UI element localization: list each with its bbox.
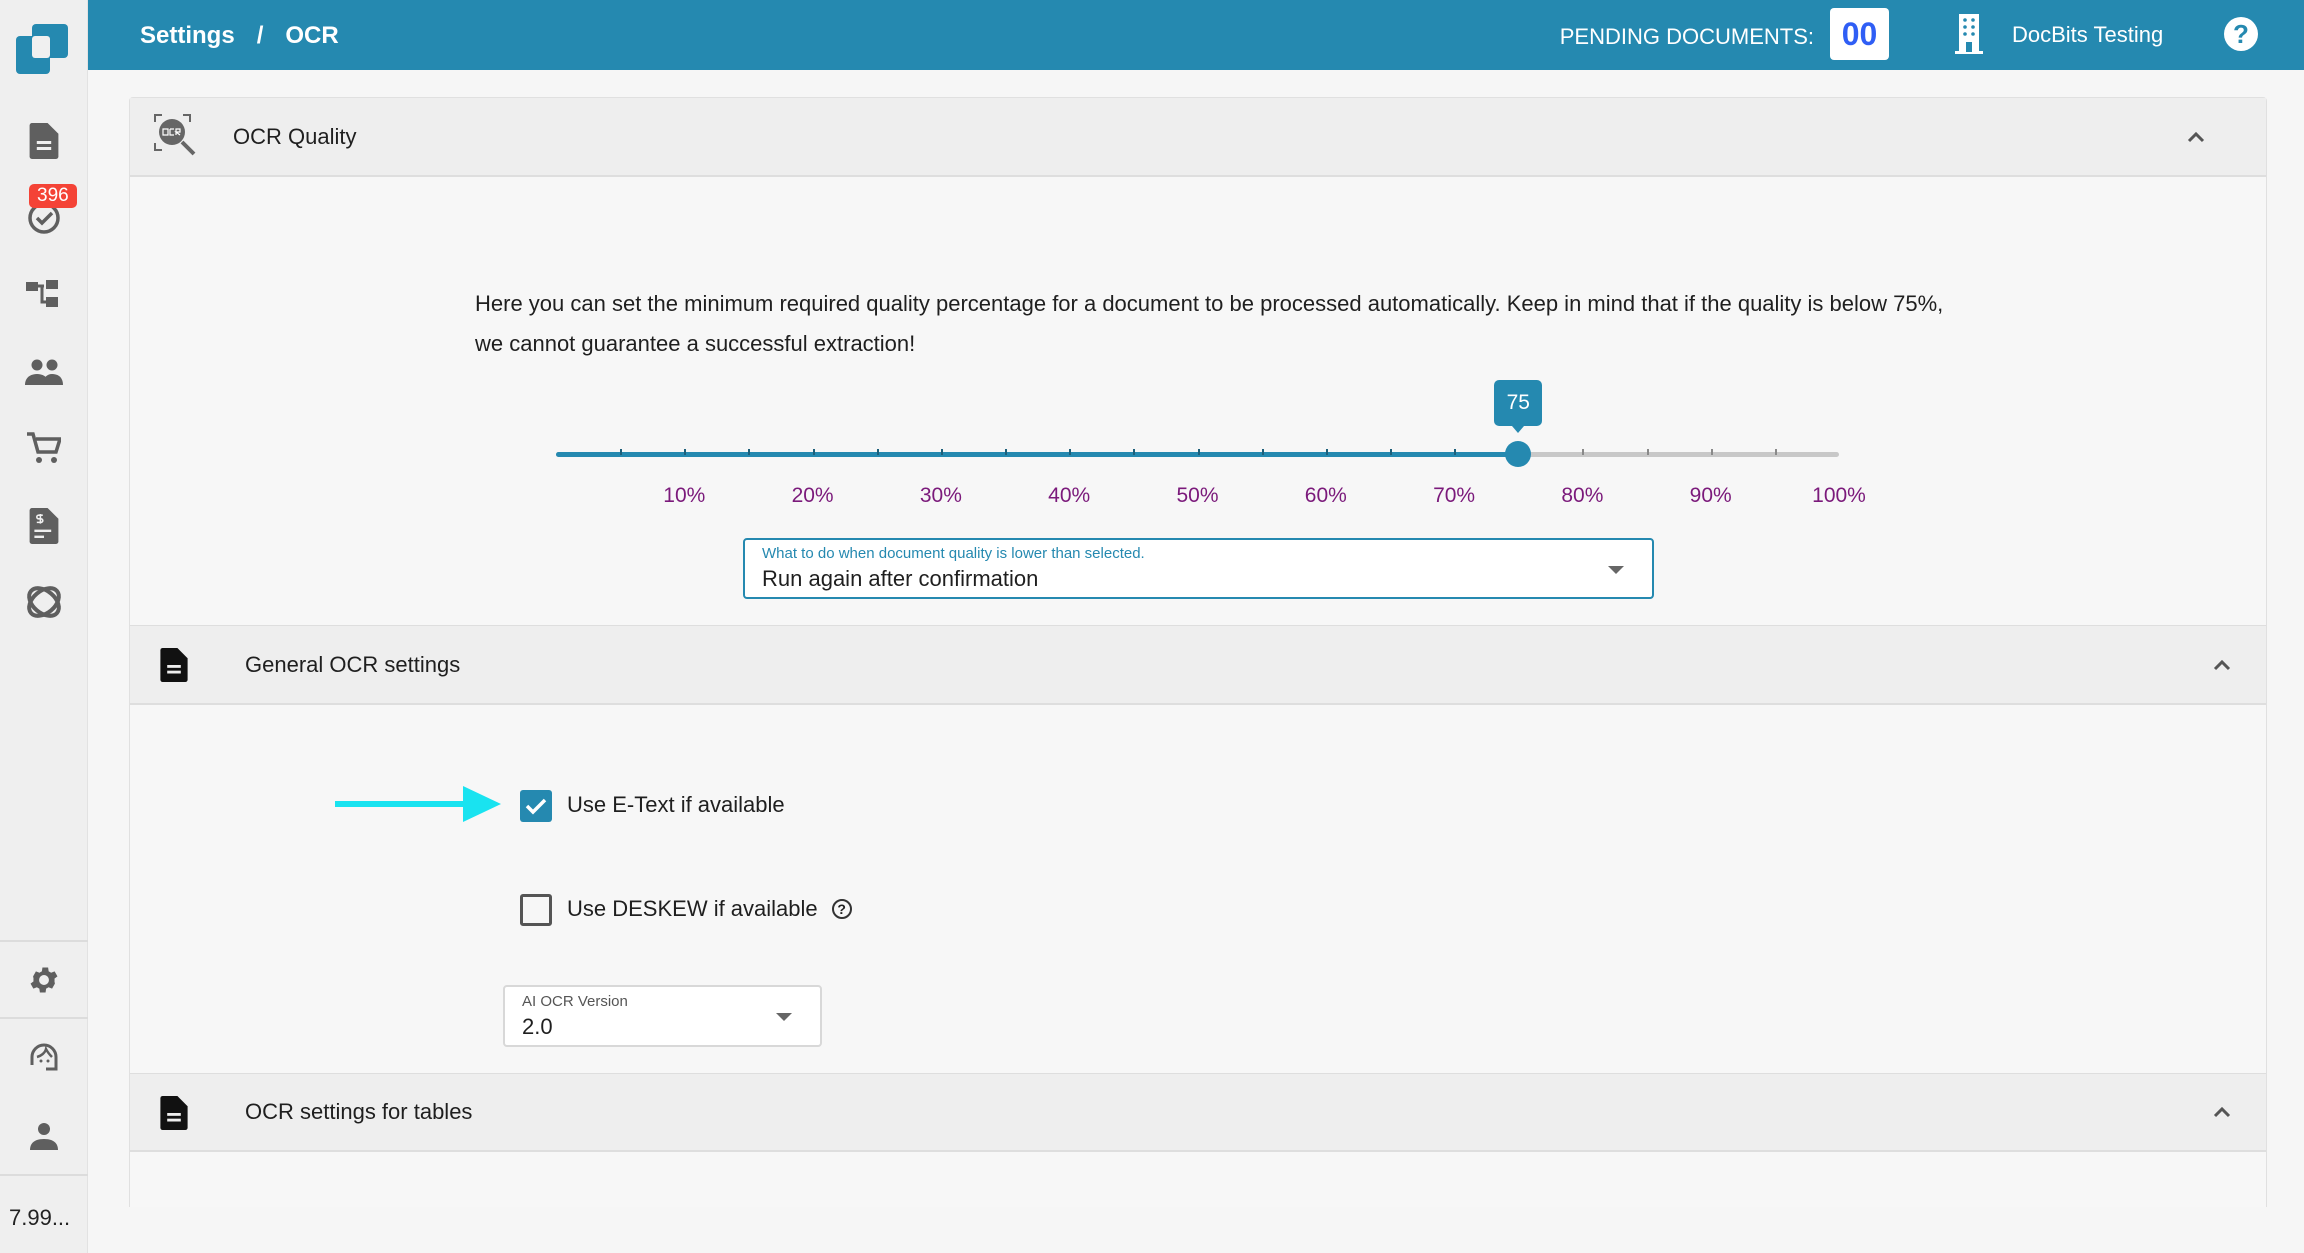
deskew-help-icon[interactable]: ? <box>831 899 852 919</box>
slider-fill <box>556 452 1519 457</box>
slider-tick <box>1005 449 1008 455</box>
slider-tick <box>940 449 943 455</box>
slider-tick <box>1069 449 1072 455</box>
slider-tick <box>1582 449 1585 455</box>
sidebar: 396 7.99... <box>0 0 88 1253</box>
ocr-scan-icon <box>153 113 197 162</box>
ocr-settings-card: OCR Quality Here you can set the minimum… <box>129 97 2267 1207</box>
slider-tick-label: 60% <box>1304 484 1347 507</box>
slider-tick-label: 20% <box>791 484 834 507</box>
slider-tick <box>1261 449 1264 455</box>
slider-tick-label: 10% <box>663 484 706 507</box>
sidebar-divider <box>0 940 88 942</box>
etext-label[interactable]: Use E-Text if available <box>567 792 785 817</box>
breadcrumb-ocr: OCR <box>285 22 339 49</box>
sidebar-divider <box>0 1017 88 1019</box>
ocr-quality-header[interactable]: OCR Quality <box>130 98 2266 177</box>
slider-tick <box>1646 449 1649 455</box>
tables-ocr-header[interactable]: OCR settings for tables <box>130 1073 2266 1152</box>
slider-tick <box>1133 449 1136 455</box>
deskew-checkbox[interactable] <box>520 894 552 926</box>
ocr-quality-title: OCR Quality <box>233 123 357 149</box>
support-icon[interactable] <box>22 1036 66 1080</box>
slider-tick <box>1454 449 1457 455</box>
slider-tick-label: 80% <box>1561 484 1604 507</box>
slider-tick <box>876 449 879 455</box>
slider-tick-label: 30% <box>919 484 962 507</box>
slider-tick <box>1389 449 1392 455</box>
deskew-label[interactable]: Use DESKEW if available <box>567 896 818 921</box>
chevron-up-icon[interactable] <box>2182 123 2210 151</box>
slider-tick-label: 90% <box>1689 484 1732 507</box>
pending-documents-label: PENDING DOCUMENTS: <box>1559 24 1814 49</box>
documents-icon[interactable] <box>22 119 66 163</box>
slider-tick-label: 100% <box>1812 484 1866 507</box>
slider-tick <box>748 449 751 455</box>
checkmark-icon <box>525 798 547 815</box>
document-icon <box>160 1096 188 1135</box>
slider-tick <box>1197 449 1200 455</box>
select-value: Run again after confirmation <box>762 566 1039 591</box>
settings-icon[interactable] <box>22 958 66 1002</box>
tasks-badge: 396 <box>29 184 77 208</box>
breadcrumb-separator: / <box>256 22 264 49</box>
general-ocr-title: General OCR settings <box>245 651 461 677</box>
chevron-up-icon[interactable] <box>2208 1098 2236 1126</box>
app-logo[interactable] <box>16 24 68 76</box>
breadcrumb: Settings / OCR <box>140 22 339 50</box>
general-ocr-header[interactable]: General OCR settings <box>130 625 2266 705</box>
select-value: 2.0 <box>522 1014 553 1039</box>
select-label: AI OCR Version <box>522 993 628 1010</box>
quality-slider[interactable]: 75 <box>556 380 1839 467</box>
workflow-icon[interactable] <box>22 272 66 316</box>
integration-icon[interactable] <box>22 580 66 624</box>
slider-tick <box>1710 449 1713 455</box>
top-bar: Settings / OCR PENDING DOCUMENTS: 00 Doc… <box>88 0 2304 70</box>
slider-labels: 10% 20% 30% 40% 50% 60% 70% 80% 90% 100% <box>556 484 1866 508</box>
sidebar-divider <box>0 1174 88 1176</box>
description-line-2: we cannot guarantee a successful extract… <box>475 331 916 356</box>
slider-tick <box>620 449 623 455</box>
building-icon <box>1954 14 1984 59</box>
chevron-up-icon[interactable] <box>2208 651 2236 679</box>
slider-thumb[interactable] <box>1505 441 1532 467</box>
select-label: What to do when document quality is lowe… <box>762 545 1145 562</box>
ocr-quality-description: Here you can set the minimum required qu… <box>475 284 1943 364</box>
slider-tick-label: 50% <box>1176 484 1219 507</box>
slider-tick-label: 40% <box>1048 484 1091 507</box>
etext-checkbox[interactable] <box>520 790 552 822</box>
app-version: 7.99... <box>9 1205 71 1230</box>
description-line-1: Here you can set the minimum required qu… <box>475 291 1944 316</box>
pending-documents-count[interactable]: 00 <box>1830 8 1889 60</box>
dropdown-arrow-icon <box>1608 566 1624 574</box>
tables-ocr-title: OCR settings for tables <box>245 1099 473 1124</box>
slider-tick <box>1774 449 1777 455</box>
document-icon <box>160 648 188 687</box>
breadcrumb-settings[interactable]: Settings <box>140 22 235 49</box>
profile-icon[interactable] <box>22 1114 66 1158</box>
ai-ocr-version-select[interactable]: AI OCR Version 2.0 <box>503 985 822 1047</box>
slider-tick <box>1325 449 1328 455</box>
cart-icon[interactable] <box>22 426 66 470</box>
slider-tick <box>684 449 687 455</box>
help-icon[interactable]: ? <box>2224 17 2258 51</box>
users-icon[interactable] <box>22 350 66 394</box>
arrow-annotation-icon <box>335 786 501 822</box>
slider-value-tooltip: 75 <box>1494 380 1543 433</box>
slider-value: 75 <box>1506 391 1530 414</box>
company-name[interactable]: DocBits Testing <box>2012 22 2164 47</box>
slider-tick <box>812 449 815 455</box>
low-quality-action-select[interactable]: What to do when document quality is lowe… <box>743 538 1654 599</box>
dropdown-arrow-icon <box>776 1013 792 1021</box>
deskew-row: Use DESKEW if available ? <box>567 896 852 922</box>
invoice-icon[interactable] <box>22 504 66 548</box>
slider-tick-label: 70% <box>1433 484 1476 507</box>
